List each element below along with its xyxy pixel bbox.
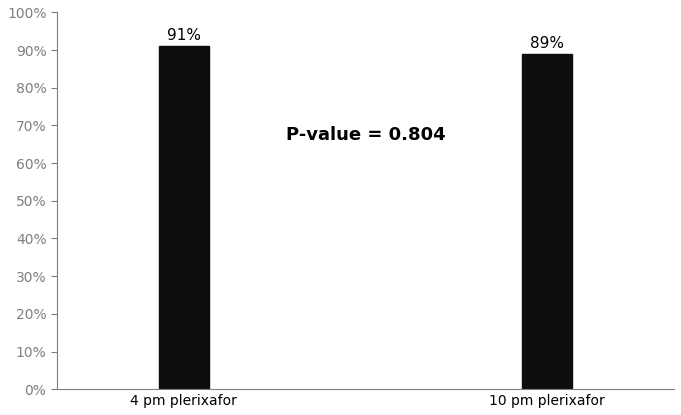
Text: 91%: 91% xyxy=(167,28,201,43)
Bar xyxy=(522,54,573,389)
Text: P-value = 0.804: P-value = 0.804 xyxy=(285,126,445,144)
Bar xyxy=(159,46,209,389)
Text: 89%: 89% xyxy=(530,36,564,51)
